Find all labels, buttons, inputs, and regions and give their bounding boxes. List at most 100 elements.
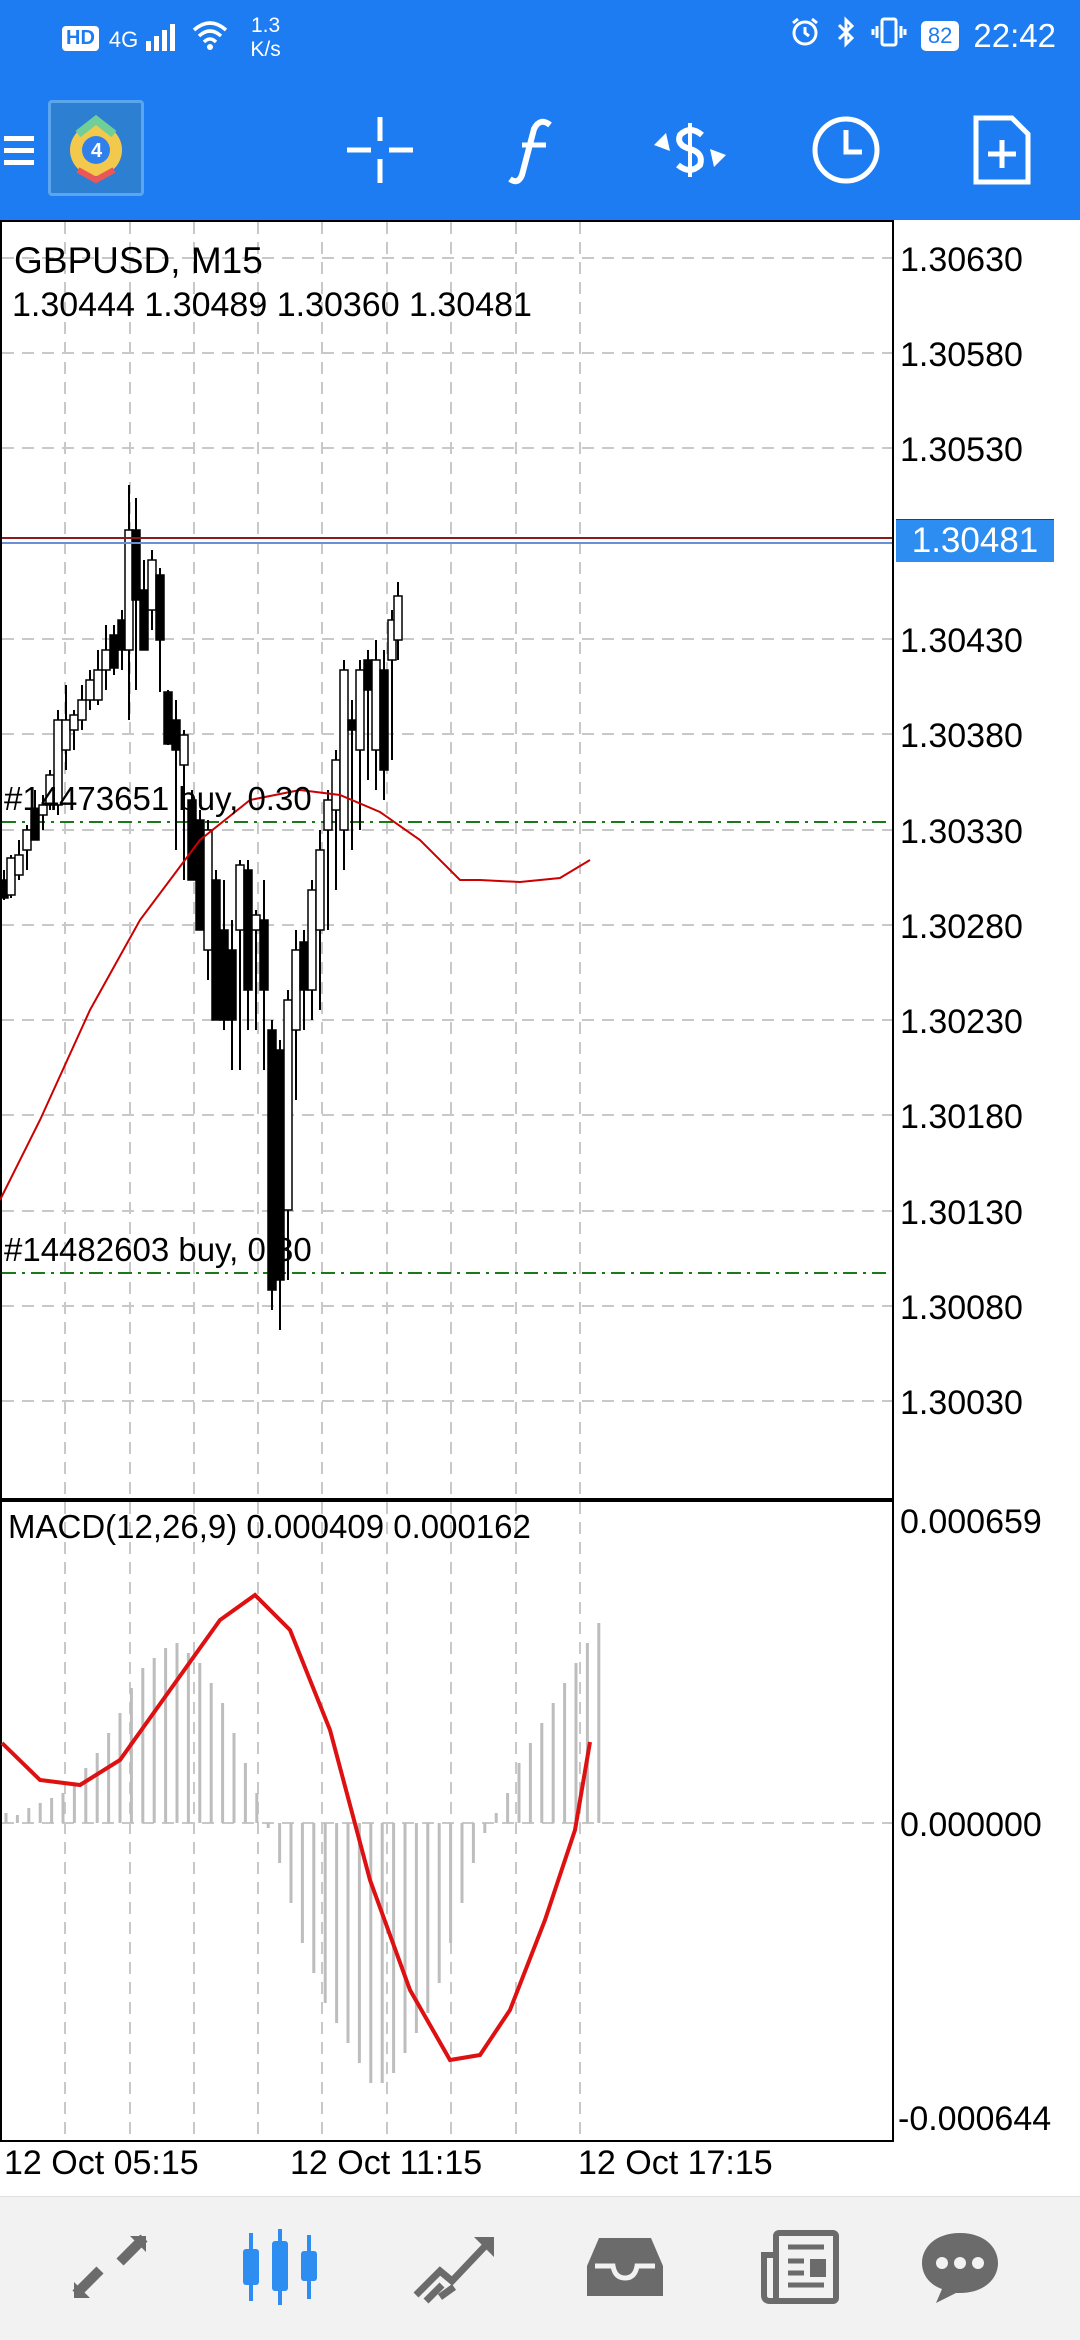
- order-label: #14473651 buy, 0.30: [4, 780, 312, 817]
- bear-candle: [299, 930, 309, 1030]
- time-tick: 12 Oct 05:15: [4, 2144, 199, 2182]
- price-tick: 1.30180: [900, 1098, 1023, 1136]
- symbol-title: GBPUSD, M15: [14, 240, 263, 281]
- bull-candle: [283, 990, 293, 1280]
- bear-candle: [171, 700, 181, 850]
- bull-candle: [6, 855, 16, 898]
- status-bar: HD 4G: [0, 0, 1080, 76]
- order-lines: [2, 821, 890, 1274]
- price-tick: 1.30530: [900, 431, 1023, 469]
- bull-candle: [38, 795, 48, 830]
- bull-candle: [69, 710, 79, 750]
- news-icon[interactable]: [740, 2217, 860, 2317]
- network-type: 4G: [108, 27, 139, 52]
- bull-candle: [331, 750, 341, 890]
- bear-candle: [379, 650, 389, 800]
- bull-candle: [22, 825, 32, 870]
- bear-candle: [363, 650, 373, 780]
- bull-candle: [85, 670, 95, 710]
- app-logo[interactable]: 4: [48, 100, 144, 196]
- alarm-icon: [789, 16, 821, 56]
- battery-indicator: 82: [920, 21, 960, 51]
- status-left: HD 4G: [62, 14, 281, 62]
- bull-candle: [77, 685, 87, 730]
- macd-axis-tick: 0.000659: [900, 1503, 1042, 1541]
- current-price-label: 1.30481: [896, 520, 1054, 562]
- macd-title: MACD(12,26,9) 0.000409 0.000162: [8, 1508, 531, 1545]
- bull-candle: [355, 660, 365, 830]
- trade-icon[interactable]: [640, 90, 740, 210]
- new-order-icon[interactable]: [952, 90, 1052, 210]
- bull-candle: [235, 860, 245, 1070]
- chart-canvas[interactable]: [0, 220, 1080, 2200]
- time-tick: 12 Oct 11:15: [290, 2144, 483, 2182]
- top-bar: HD 4G: [0, 0, 1080, 220]
- hd-badge: HD: [62, 25, 99, 51]
- quotes-icon[interactable]: [50, 2217, 170, 2317]
- messages-icon[interactable]: [900, 2217, 1020, 2317]
- bull-candle: [61, 685, 71, 770]
- moving-average: [0, 788, 591, 1201]
- bull-candle: [124, 485, 134, 720]
- chart-grid: [2, 222, 892, 2140]
- macd-indicator: [0, 1592, 601, 2083]
- crosshair-icon[interactable]: [330, 90, 430, 210]
- vibrate-icon: [871, 16, 907, 56]
- bull-candle: [315, 830, 325, 1010]
- indicators-icon[interactable]: [484, 90, 584, 210]
- bull-candle: [14, 840, 24, 880]
- menu-icon[interactable]: [0, 90, 40, 210]
- bluetooth-icon: [835, 16, 857, 56]
- history-icon[interactable]: [565, 2217, 685, 2317]
- signal-icon: 4G: [109, 23, 180, 53]
- bear-candle: [195, 810, 205, 931]
- wifi-icon: [190, 20, 230, 56]
- bottom-nav: [0, 2196, 1080, 2340]
- price-tick: 1.30030: [900, 1384, 1023, 1422]
- bear-candle: [131, 498, 141, 690]
- bull-candle: [323, 790, 333, 930]
- bear-candle: [275, 1040, 285, 1330]
- bull-candle: [291, 930, 301, 1100]
- timeframe-icon[interactable]: [796, 90, 896, 210]
- price-tick: 1.30380: [900, 717, 1023, 755]
- bull-candle: [307, 880, 317, 1020]
- trade-icon[interactable]: [395, 2217, 515, 2317]
- clock-time: 22:42: [973, 17, 1056, 54]
- bear-candle: [243, 860, 253, 1030]
- net-speed-value: 1.3: [250, 14, 281, 37]
- macd-panel-border: [0, 1500, 894, 2142]
- net-speed: 1.3 K/s: [250, 14, 280, 62]
- time-tick: 12 Oct 17:15: [578, 2144, 773, 2182]
- bear-candle: [155, 568, 165, 692]
- bear-candle: [163, 690, 173, 745]
- bull-candle: [93, 650, 103, 705]
- price-tick: 1.30230: [900, 1003, 1023, 1041]
- bear-candle: [211, 870, 221, 1021]
- price-tick: 1.30330: [900, 813, 1023, 851]
- bear-candle: [139, 560, 149, 651]
- toolbar: 4: [0, 90, 1080, 210]
- bear-candle: [219, 880, 229, 1030]
- price-tick: 1.30430: [900, 622, 1023, 660]
- macd-axis-tick: 0.000000: [900, 1806, 1042, 1844]
- bull-candle: [371, 640, 381, 790]
- status-right: 82 22:42: [789, 16, 1056, 56]
- price-tick: 1.30130: [900, 1194, 1023, 1232]
- net-speed-unit: K/s: [250, 38, 281, 61]
- chart-icon[interactable]: [220, 2217, 340, 2317]
- ohlc-values: 1.30444 1.30489 1.30360 1.30481: [12, 286, 532, 324]
- bull-candle: [101, 625, 111, 690]
- price-tick: 1.30630: [900, 241, 1023, 279]
- bear-candle: [347, 700, 357, 850]
- price-tick: 1.30080: [900, 1289, 1023, 1327]
- order-label: #14482603 buy, 0.30: [4, 1231, 312, 1268]
- bull-candle: [147, 550, 157, 630]
- macd-signal-line: [0, 1592, 592, 2063]
- price-tick: 1.30580: [900, 336, 1023, 374]
- bull-candle: [393, 582, 403, 660]
- svg-text:4: 4: [91, 140, 103, 162]
- bear-candle: [227, 920, 237, 1070]
- ma-line: [0, 788, 591, 1201]
- price-tick: 1.30280: [900, 908, 1023, 946]
